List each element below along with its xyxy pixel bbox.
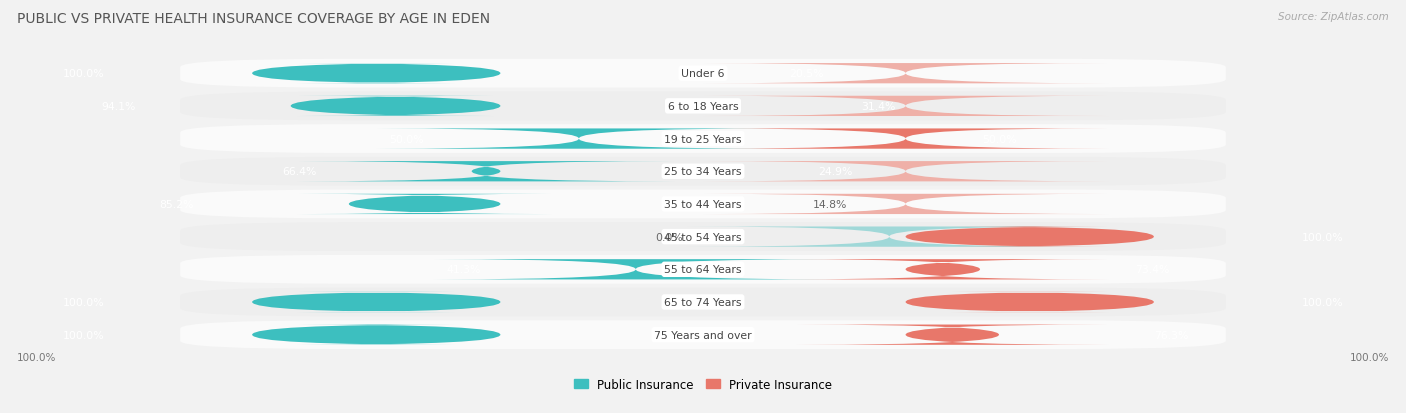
Text: 100.0%: 100.0%: [1302, 297, 1343, 307]
Text: 65 to 74 Years: 65 to 74 Years: [664, 297, 742, 307]
Text: 100.0%: 100.0%: [1350, 352, 1389, 362]
Text: 94.1%: 94.1%: [101, 102, 135, 112]
FancyBboxPatch shape: [298, 162, 675, 182]
Text: 0.0%: 0.0%: [655, 232, 683, 242]
FancyBboxPatch shape: [180, 125, 1226, 154]
Text: 100.0%: 100.0%: [63, 69, 104, 79]
Text: 45 to 54 Years: 45 to 54 Years: [664, 232, 742, 242]
Text: 14.8%: 14.8%: [813, 199, 848, 209]
FancyBboxPatch shape: [703, 129, 1108, 150]
Text: 85.2%: 85.2%: [159, 199, 194, 209]
Legend: Public Insurance, Private Insurance: Public Insurance, Private Insurance: [574, 377, 832, 391]
Text: 19 to 25 Years: 19 to 25 Years: [664, 134, 742, 144]
FancyBboxPatch shape: [180, 320, 1226, 349]
FancyBboxPatch shape: [703, 97, 1108, 117]
FancyBboxPatch shape: [180, 59, 1226, 88]
FancyBboxPatch shape: [778, 259, 1108, 280]
FancyBboxPatch shape: [703, 162, 1108, 182]
FancyBboxPatch shape: [180, 255, 1226, 284]
Text: 75 Years and over: 75 Years and over: [654, 330, 752, 340]
Text: 6 to 18 Years: 6 to 18 Years: [668, 102, 738, 112]
FancyBboxPatch shape: [686, 227, 1092, 247]
FancyBboxPatch shape: [180, 223, 1226, 252]
Text: 31.4%: 31.4%: [860, 102, 896, 112]
FancyBboxPatch shape: [905, 227, 1154, 247]
FancyBboxPatch shape: [291, 97, 501, 117]
Text: 20.5%: 20.5%: [789, 69, 824, 79]
FancyBboxPatch shape: [180, 288, 1226, 317]
FancyBboxPatch shape: [703, 64, 1108, 84]
FancyBboxPatch shape: [180, 190, 1226, 219]
Text: Under 6: Under 6: [682, 69, 724, 79]
Text: 66.4%: 66.4%: [283, 167, 316, 177]
FancyBboxPatch shape: [433, 259, 838, 280]
Text: 100.0%: 100.0%: [17, 352, 56, 362]
Text: 100.0%: 100.0%: [1302, 232, 1343, 242]
Text: 55 to 64 Years: 55 to 64 Years: [664, 265, 742, 275]
Text: 41.3%: 41.3%: [446, 265, 481, 275]
Text: 25 to 34 Years: 25 to 34 Years: [664, 167, 742, 177]
Text: PUBLIC VS PRIVATE HEALTH INSURANCE COVERAGE BY AGE IN EDEN: PUBLIC VS PRIVATE HEALTH INSURANCE COVER…: [17, 12, 491, 26]
FancyBboxPatch shape: [180, 157, 1226, 186]
FancyBboxPatch shape: [252, 64, 501, 84]
FancyBboxPatch shape: [252, 325, 501, 345]
Text: 35 to 44 Years: 35 to 44 Years: [664, 199, 742, 209]
FancyBboxPatch shape: [252, 292, 501, 312]
Text: 73.4%: 73.4%: [1135, 265, 1170, 275]
FancyBboxPatch shape: [905, 292, 1154, 312]
Text: 50.0%: 50.0%: [981, 134, 1017, 144]
FancyBboxPatch shape: [298, 195, 551, 214]
FancyBboxPatch shape: [377, 129, 782, 150]
Text: 24.9%: 24.9%: [818, 167, 852, 177]
Text: 50.0%: 50.0%: [389, 134, 425, 144]
FancyBboxPatch shape: [180, 92, 1226, 121]
FancyBboxPatch shape: [796, 325, 1108, 345]
Text: 76.3%: 76.3%: [1154, 330, 1188, 340]
Text: 100.0%: 100.0%: [63, 330, 104, 340]
Text: Source: ZipAtlas.com: Source: ZipAtlas.com: [1278, 12, 1389, 22]
FancyBboxPatch shape: [703, 195, 1108, 214]
Text: 100.0%: 100.0%: [63, 297, 104, 307]
